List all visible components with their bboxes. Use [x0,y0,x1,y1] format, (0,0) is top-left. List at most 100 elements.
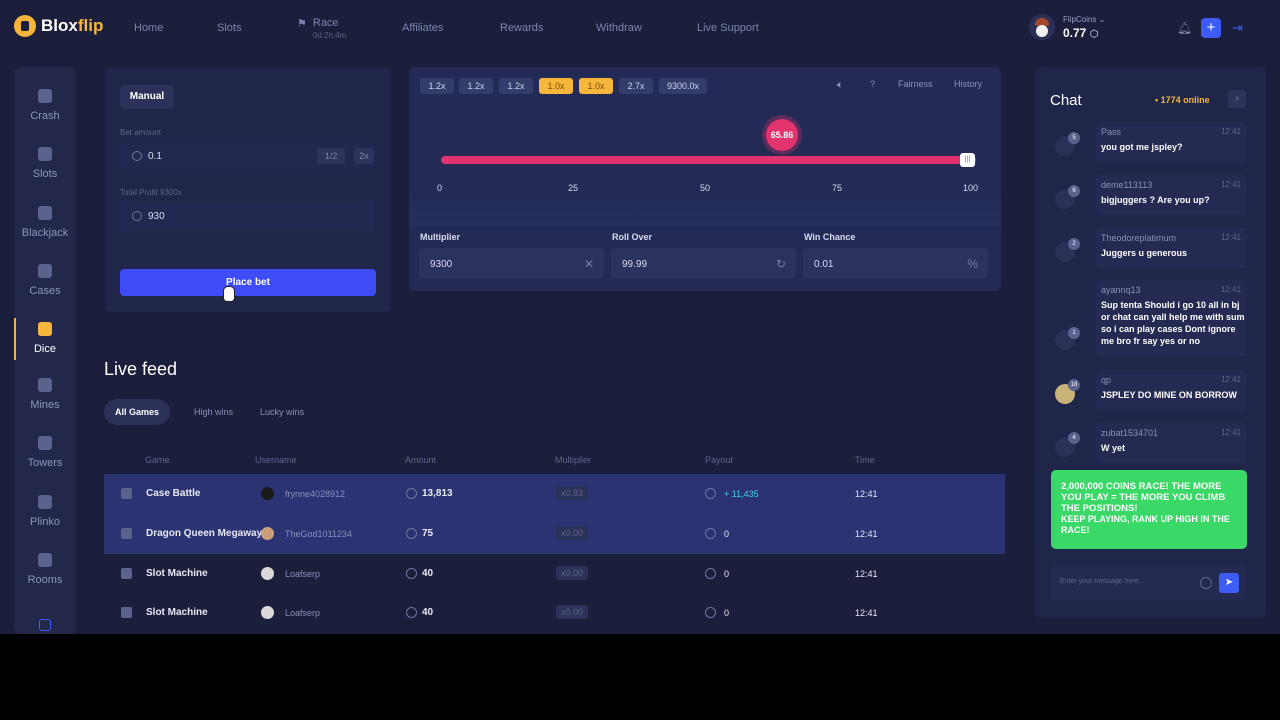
chat-username[interactable]: ayannq13 [1101,285,1141,295]
nav-live-support[interactable]: Live Support [697,22,759,34]
table-row[interactable]: Dragon Queen Megaways TheGod1011234 75 x… [104,514,1005,554]
dice-slider-handle[interactable]: ||| [960,153,975,167]
nav-race[interactable]: ⚑ Race 0d:2h:4m [297,17,346,40]
nav-affiliates[interactable]: Affiliates [402,22,444,34]
row-username[interactable]: Loafserp [285,569,321,579]
deposit-plus-button[interactable]: + [1201,18,1221,38]
hand-cursor-icon [223,286,235,302]
live-feed-tabs: All Games High wins Lucky wins [104,399,304,425]
slider-tick: 75 [832,183,843,193]
history-chip[interactable]: 9300.0x [659,78,707,94]
emoji-icon[interactable] [1200,577,1212,589]
race-banner-headline: 2,000,000 COINS RACE! THE MORE YOU PLAY … [1061,481,1226,514]
cherries-icon [38,147,52,161]
bet-amount-label: Bet amount [120,128,161,137]
chat-time: 12:41 [1220,285,1241,294]
wallet[interactable]: FlipCoins ⌄ 0.77 ⬡ [1029,14,1105,40]
user-avatar[interactable] [1029,14,1055,40]
history-chip[interactable]: 2.7x [619,78,653,94]
sidebar-item-cases[interactable]: Cases [14,264,76,320]
cards-icon [38,206,52,220]
race-banner-subline: KEEP PLAYING, RANK UP HIGH IN THE RACE! [1061,514,1230,535]
win-chance-input[interactable]: 0.01 % [803,248,988,279]
nav-home[interactable]: Home [134,22,164,34]
tower-icon [38,436,52,450]
bet-amount-input[interactable]: 0.1 1/2 2x [120,142,375,170]
table-row[interactable]: Slot Machine Loafserp 40 x0.00 0 12:41 [104,554,1005,594]
bloxflip-logo[interactable]: Bloxflip [14,15,103,37]
tab-all-games[interactable]: All Games [104,399,171,425]
half-button[interactable]: 1/2 [317,148,345,164]
sidebar-item-slots[interactable]: Slots [14,147,76,203]
avatar [261,527,274,540]
tab-lucky-wins[interactable]: Lucky wins [260,407,305,417]
help-icon[interactable]: ? [870,79,876,89]
cherries-icon [121,528,132,539]
logo-icon [14,15,36,37]
chat-time: 12:41 [1220,233,1241,242]
row-username[interactable]: Loafserp [285,608,321,618]
nav-slots[interactable]: Slots [217,22,242,34]
tab-manual[interactable]: Manual [120,85,174,109]
shield-icon[interactable] [39,619,51,631]
chat-username[interactable]: zubat1534701 [1101,428,1159,438]
sidebar-item-towers[interactable]: Towers [14,436,76,492]
coin-icon: ⬡ [1089,28,1099,40]
chevron-down-icon[interactable]: ⌄ [1098,14,1106,24]
bell-icon[interactable]: 🔔︎ [1177,21,1193,35]
dice-slider-track[interactable] [441,156,976,164]
history-chip[interactable]: 1.0x [579,78,613,94]
race-promo-banner[interactable]: 2,000,000 COINS RACE! THE MORE YOU PLAY … [1051,470,1247,549]
coin-icon [132,151,142,161]
send-button[interactable]: ➤ [1219,573,1239,593]
column-header-payout: Payout [705,455,734,465]
chat-username[interactable]: deme113113 [1101,180,1153,190]
table-row[interactable]: Slot Machine Loafserp 40 x0.00 0 12:41 [104,593,1005,633]
history-chip[interactable]: 1.0x [539,78,573,94]
chevron-right-icon[interactable]: › [1228,90,1246,108]
roll-over-input[interactable]: 99.99 ↻ [611,248,796,279]
sidebar-item-dice[interactable]: Dice [14,318,76,378]
sidebar-item-blackjack[interactable]: Blackjack [14,206,76,262]
logout-icon[interactable]: ⇥ [1232,20,1243,35]
history-chip[interactable]: 1.2x [459,78,493,94]
place-bet-button[interactable]: Place bet [120,269,376,296]
multiplier-input[interactable]: 9300 ✕ [419,248,604,279]
tab-high-wins[interactable]: High wins [194,407,234,417]
nav-rewards[interactable]: Rewards [500,22,544,34]
level-badge: 18 [1068,379,1080,391]
chat-time: 12:41 [1220,180,1241,189]
close-icon[interactable]: ✕ [583,257,594,271]
chat-text: W yet [1101,443,1126,453]
sidebar-item-crash[interactable]: Crash [14,89,76,145]
sidebar-item-plinko[interactable]: Plinko [14,495,76,551]
chat-username[interactable]: qp [1101,375,1112,385]
row-username[interactable]: TheGod1011234 [285,529,352,539]
history-link[interactable]: History [954,79,983,89]
sidebar-item-mines[interactable]: Mines [14,378,76,434]
chat-username[interactable]: Theodoreplatimum [1101,233,1177,243]
level-badge: 5 [1068,132,1080,144]
table-row[interactable]: Case Battle frynne4028912 13,813 x0.83 +… [104,474,1005,514]
column-header-time: Time [855,455,875,465]
history-chip[interactable]: 1.2x [499,78,533,94]
chat-input[interactable]: Enter your message here... ➤ [1051,566,1247,600]
row-username[interactable]: frynne4028912 [285,489,346,499]
sidebar-item-rooms[interactable]: Rooms [14,553,76,609]
chat-username[interactable]: Pass [1101,127,1122,137]
coin-icon [705,528,716,539]
fairness-link[interactable]: Fairness [898,79,933,89]
coin-icon [705,607,716,618]
live-feed-title: Live feed [104,359,178,379]
nav-withdraw[interactable]: Withdraw [596,22,642,34]
column-header-game: Game [145,455,170,465]
chat-message: 6 deme113113 12:41 bigjuggers ? Are you … [1050,175,1247,215]
history-chip[interactable]: 1.2x [420,78,454,94]
coin-icon [406,488,417,499]
roll-over-value: 99.99 [622,259,648,270]
row-amount: 40 [422,568,434,579]
refresh-icon[interactable]: ↻ [775,257,786,271]
coin-icon [132,211,142,221]
double-button[interactable]: 2x [354,148,374,164]
sound-icon[interactable]: 🔈︎ [837,79,844,91]
